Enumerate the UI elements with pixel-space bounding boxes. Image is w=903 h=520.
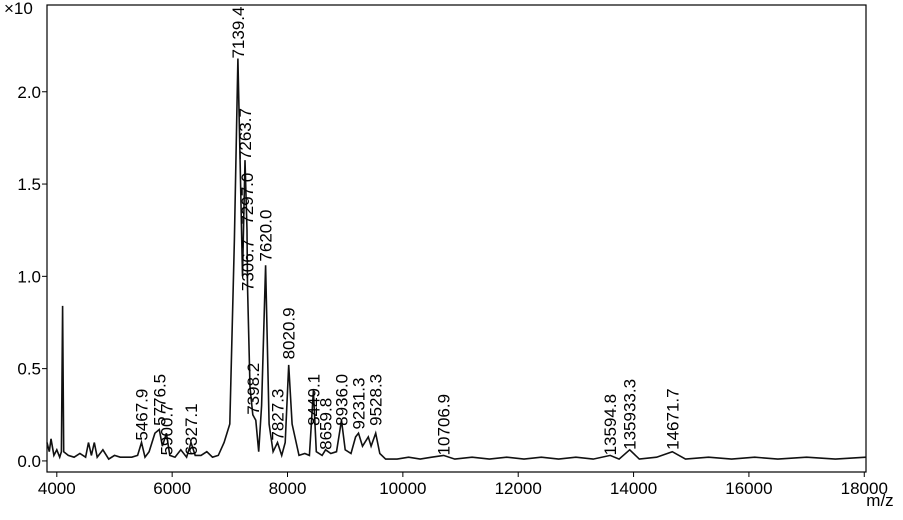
peak-label: 7827.3 [269, 389, 288, 441]
peak-label: 9231.3 [350, 378, 369, 430]
peak-label: 5467.9 [132, 389, 151, 441]
peak-label: 5900.7 [157, 403, 176, 455]
peak-label: 8449.1 [304, 374, 323, 426]
peak-label: 8659.8 [317, 398, 336, 450]
peak-label: 7139.4 [229, 7, 248, 59]
x-tick-label: 6000 [153, 479, 191, 498]
peak-label: 14671.7 [663, 388, 682, 449]
x-axis-label: m/z [866, 491, 893, 510]
plot-frame [46, 4, 867, 473]
peak-label: 9528.3 [367, 374, 386, 426]
y-tick-label: 0.5 [17, 360, 41, 379]
x-tick-label: 4000 [38, 479, 76, 498]
y-tick-label: 0.0 [17, 452, 41, 471]
peak-label: 7398.2 [244, 363, 263, 415]
x-tick-label: 14000 [610, 479, 657, 498]
spectrum-line [46, 58, 867, 461]
peak-label: 8020.9 [280, 307, 299, 359]
y-multiplier: ×10 [4, 0, 33, 18]
y-tick-label: 2.0 [17, 83, 41, 102]
peak-label: 13594.8 [601, 394, 620, 455]
x-tick-label: 12000 [495, 479, 542, 498]
peak-label: 135933.3 [621, 379, 640, 450]
x-tick-label: 18000 [841, 479, 888, 498]
peak-label: 10706.9 [435, 394, 454, 455]
y-tick-label: 1.5 [17, 175, 41, 194]
peak-label: 7297.0 [238, 173, 257, 225]
peak-label: 7620.0 [257, 210, 276, 262]
peak-label: 5776.5 [150, 374, 169, 426]
peak-label: 6327.1 [182, 403, 201, 455]
peak-label: 8936.0 [332, 374, 351, 426]
y-tick-label: 1.0 [17, 267, 41, 286]
peak-label: 7306.7 [239, 239, 258, 291]
peak-label: 7263.7 [236, 108, 255, 160]
x-tick-label: 10000 [379, 479, 426, 498]
x-tick-label: 16000 [725, 479, 772, 498]
x-tick-label: 8000 [269, 479, 307, 498]
